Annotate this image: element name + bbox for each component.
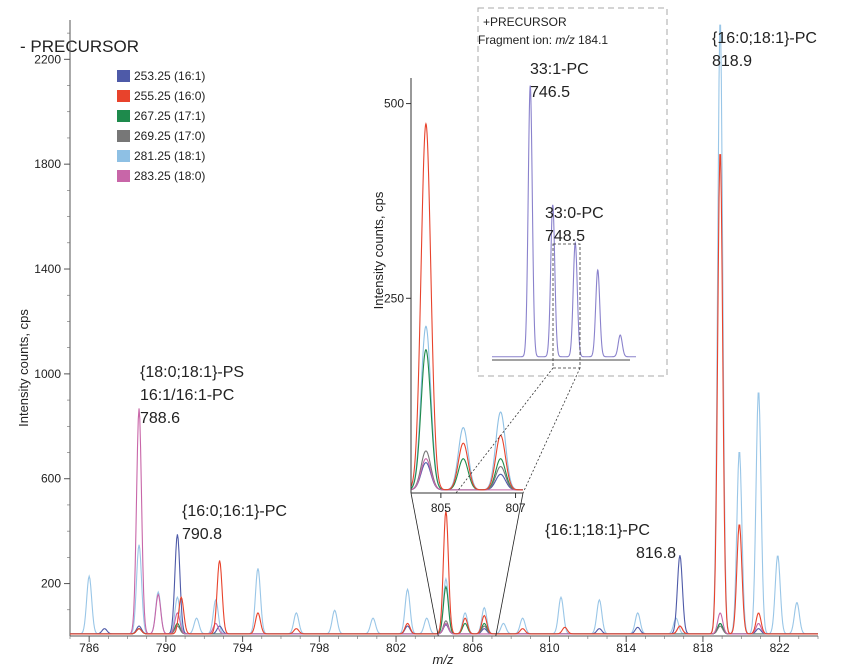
x-tick-label: 786 — [79, 641, 99, 655]
x-tick-label: 814 — [616, 641, 636, 655]
zoom-series-line-2 — [411, 348, 523, 491]
legend-label: 281.25 (18:1) — [134, 149, 205, 163]
precursor-subtitle-italic: m/z — [555, 33, 574, 47]
peak-annotation-line: 16:1/16:1-PC — [140, 387, 234, 404]
precursor-inset: +PRECURSOR Fragment ion: m/z 184.1 33:1-PC… — [455, 7, 668, 494]
legend-swatch — [117, 70, 130, 82]
legend-swatch — [117, 170, 130, 182]
y-tick-label: 600 — [41, 472, 61, 486]
zoom-x-tick-label: 807 — [506, 501, 526, 515]
x-tick-label: 806 — [463, 641, 483, 655]
zoom-y-tick-label: 250 — [384, 291, 404, 305]
legend-label: 267.25 (17:1) — [134, 109, 205, 123]
legend-swatch — [117, 130, 130, 142]
x-tick-label: 794 — [233, 641, 253, 655]
y-tick-label: 1000 — [34, 367, 61, 381]
peak-annotation-line: 818.9 — [712, 53, 752, 70]
zoom-connectors — [410, 492, 524, 637]
legend-label: 269.25 (17:0) — [134, 129, 205, 143]
main-series — [70, 24, 818, 635]
series-line-1 — [70, 154, 818, 635]
legend-label: 255.25 (16:0) — [134, 89, 205, 103]
main-axes: 786 790 794 798 802 806 810 814 818 822 200 600 1000… — [34, 20, 819, 655]
peak-annotation-line: {18:0;18:1}-PS — [140, 364, 244, 381]
y-tick-label: 1800 — [34, 157, 61, 171]
peak-annotation-line: {16:1;18:1}-PC — [545, 522, 650, 539]
precursor-spectrum-line — [492, 85, 636, 358]
peak-annotation-line: {16:0;16:1}-PC — [182, 503, 287, 520]
precursor-annotation-line: 33:1-PC — [530, 61, 589, 78]
x-tick-label: 822 — [770, 641, 790, 655]
legend-label: 253.25 (16:1) — [134, 69, 205, 83]
precursor-subtitle-suffix: 184.1 — [575, 33, 609, 47]
zoom-series-line-1 — [411, 122, 523, 491]
zoom-y-axis-label: Intensity counts, cps — [371, 191, 386, 309]
peak-highlight-box — [552, 243, 581, 369]
x-axis-label: m/z — [433, 652, 454, 667]
x-tick-label: 798 — [309, 641, 329, 655]
y-tick-label: 2200 — [34, 52, 61, 66]
legend-swatch — [117, 90, 130, 102]
peak-annotation-line: 788.6 — [140, 410, 180, 427]
x-tick-label: 818 — [693, 641, 713, 655]
zoom-x-tick-label: 805 — [431, 501, 451, 515]
zoom-series-line-4 — [411, 325, 523, 491]
highlight-connector-right — [522, 367, 581, 494]
precursor-subtitle-prefix: Fragment ion: — [478, 33, 555, 47]
zoom-series-line-5 — [411, 458, 523, 491]
legend-label: 283.25 (18:0) — [134, 169, 205, 183]
zoom-connector-left — [410, 492, 439, 637]
zoom-series — [411, 122, 523, 491]
y-tick-label: 200 — [41, 577, 61, 591]
precursor-annotation-line: 33:0-PC — [545, 205, 604, 222]
y-tick-label: 1400 — [34, 262, 61, 276]
peak-annotation-line: 790.8 — [182, 526, 222, 543]
zoom-connector-right — [495, 492, 524, 637]
precursor-annotation-line: 746.5 — [530, 84, 570, 101]
x-tick-label: 810 — [539, 641, 559, 655]
x-tick-label: 802 — [386, 641, 406, 655]
legend-swatch — [117, 110, 130, 122]
peak-annotations: {18:0;18:1}-PS 16:1/16:1-PC 788.6 {16:0;16:… — [140, 30, 817, 562]
precursor-inset-subtitle: Fragment ion: m/z 184.1 — [478, 33, 608, 47]
zoom-y-tick-label: 500 — [384, 97, 404, 111]
peak-annotation-line: {16:0;18:1}-PC — [712, 30, 817, 47]
chart-title: - PRECURSOR — [20, 37, 139, 56]
legend-swatch — [117, 150, 130, 162]
legend: 253.25 (16:1) 255.25 (16:0) 267.25 (17:1) 2… — [117, 69, 205, 183]
peak-annotation-line: 816.8 — [636, 545, 676, 562]
y-axis-label: Intensity counts, cps — [16, 309, 31, 427]
precursor-inset-title: +PRECURSOR — [483, 15, 567, 29]
x-tick-label: 790 — [156, 641, 176, 655]
precursor-annotation-line: 748.5 — [545, 228, 585, 245]
